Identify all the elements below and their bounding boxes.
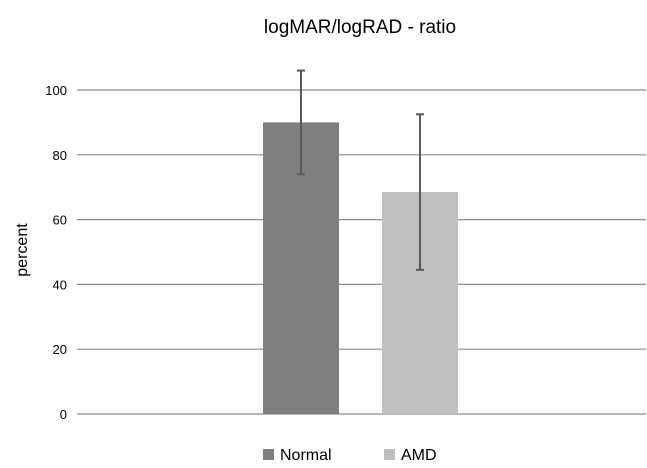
error-bar-amd — [416, 113, 424, 271]
legend-label: Normal — [280, 447, 332, 463]
error-bar-normal — [297, 69, 305, 176]
bars — [263, 122, 458, 415]
y-tick-label-80: 80 — [53, 148, 67, 163]
legend-swatch — [384, 449, 395, 460]
legend-item-amd: AMD — [384, 447, 437, 464]
legend: Normal AMD — [263, 447, 437, 464]
y-tick-label-0: 0 — [60, 407, 67, 422]
chart-title: logMAR/logRAD - ratio — [264, 17, 456, 38]
legend-swatch — [263, 449, 274, 460]
legend-item-normal: Normal — [263, 447, 332, 464]
y-tick-label-100: 100 — [45, 83, 67, 98]
legend-label: AMD — [401, 447, 437, 463]
y-tick-label-40: 40 — [53, 277, 67, 292]
y-axis-ticks: 0 20 40 60 80 100 — [45, 83, 67, 422]
y-tick-label-20: 20 — [53, 342, 67, 357]
error-bars — [297, 69, 424, 271]
y-tick-label-60: 60 — [53, 213, 67, 228]
gridlines — [77, 89, 646, 415]
y-axis-label: percent — [14, 223, 31, 277]
